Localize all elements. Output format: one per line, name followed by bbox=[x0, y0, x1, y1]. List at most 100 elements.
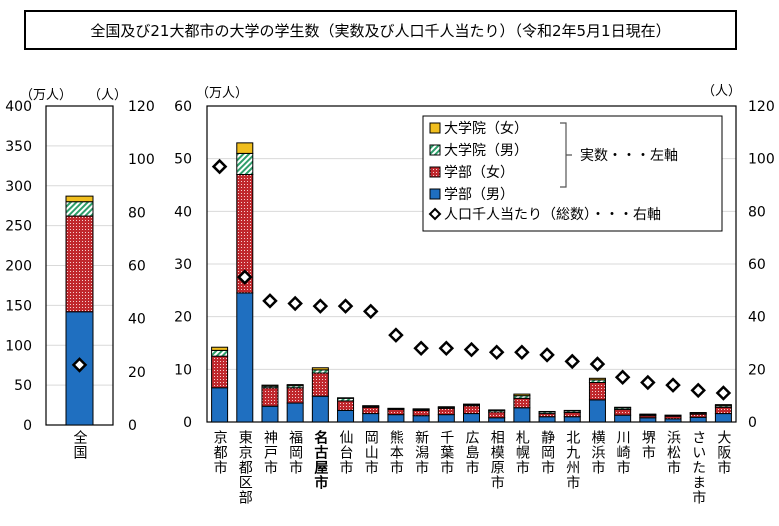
bar-segment bbox=[236, 142, 254, 154]
bar-segment bbox=[689, 416, 707, 423]
bar-segment bbox=[588, 377, 606, 381]
category-label: 新潟市 bbox=[413, 430, 430, 475]
bar-segment bbox=[437, 407, 455, 416]
bar-segment bbox=[437, 414, 455, 423]
bar-segment bbox=[286, 384, 304, 387]
category-label: 福岡市 bbox=[287, 430, 304, 475]
per-thousand-marker bbox=[287, 295, 303, 312]
bar-segment bbox=[362, 406, 380, 415]
bar-segment bbox=[311, 395, 329, 423]
bar-segment bbox=[311, 372, 329, 397]
category-label: 神戸市 bbox=[261, 430, 278, 475]
bar-segment bbox=[714, 406, 732, 415]
legend-box bbox=[422, 115, 723, 232]
bar-segment bbox=[261, 384, 279, 387]
left-axis-tick-label: 0 bbox=[23, 418, 32, 434]
category-label: 川崎市 bbox=[614, 430, 631, 475]
bar-segment bbox=[463, 403, 480, 406]
category-label: 大阪市 bbox=[715, 430, 732, 475]
legend-swatch bbox=[429, 144, 441, 156]
bar-segment bbox=[714, 413, 732, 423]
category-label: 岡山市 bbox=[362, 430, 379, 475]
bar-segment bbox=[538, 410, 556, 413]
left-axis-tick-label: 300 bbox=[5, 179, 32, 195]
per-thousand-marker bbox=[312, 298, 329, 314]
per-thousand-marker bbox=[488, 344, 505, 360]
per-thousand-marker bbox=[388, 327, 404, 343]
per-thousand-marker bbox=[564, 353, 581, 370]
legend-swatch bbox=[429, 188, 441, 200]
category-label: 静岡市 bbox=[539, 430, 556, 475]
bar-segment bbox=[488, 411, 506, 419]
legend-item-label: 学部（女） bbox=[444, 164, 514, 181]
bar-segment bbox=[563, 416, 581, 423]
category-label: さいたま市 bbox=[690, 430, 707, 505]
right-axis-tick-label: 20 bbox=[748, 362, 766, 378]
bar-segment bbox=[463, 413, 480, 423]
left-axis-tick-label: 50 bbox=[14, 378, 32, 394]
category-label: 相模原市 bbox=[488, 430, 505, 490]
per-thousand-marker bbox=[640, 374, 656, 391]
per-thousand-marker bbox=[438, 340, 455, 357]
bar-segment bbox=[588, 399, 606, 423]
right-axis-tick-label: 60 bbox=[748, 257, 766, 273]
category-label: 堺市 bbox=[639, 430, 656, 460]
left-axis-tick-label: 100 bbox=[5, 338, 32, 354]
legend-diamond-icon bbox=[428, 207, 442, 221]
right-axis-unit: （人） bbox=[702, 84, 741, 99]
bar-segment bbox=[664, 414, 682, 417]
per-thousand-marker bbox=[211, 158, 228, 175]
bar-segment bbox=[639, 417, 657, 423]
right-axis-tick-label: 100 bbox=[128, 152, 155, 168]
bar-segment bbox=[563, 409, 581, 412]
right-axis-tick-label: 80 bbox=[748, 204, 766, 220]
left-axis-tick-label: 350 bbox=[5, 139, 32, 155]
bar-segment bbox=[463, 405, 480, 415]
bar-segment bbox=[714, 404, 732, 407]
right-axis-tick-label: 20 bbox=[128, 365, 146, 381]
bar-segment bbox=[286, 387, 304, 404]
bar-segment bbox=[211, 349, 229, 357]
bar-segment bbox=[513, 407, 531, 423]
bar-segment bbox=[362, 413, 380, 423]
left-axis-tick-label: 200 bbox=[5, 259, 32, 275]
left-axis-tick-label: 30 bbox=[174, 257, 192, 273]
category-label: 仙台市 bbox=[337, 430, 354, 475]
bar-segment bbox=[337, 400, 355, 411]
bar-segment bbox=[639, 413, 657, 416]
category-label: 京都市 bbox=[211, 430, 228, 475]
legend-swatch bbox=[429, 122, 441, 134]
bar-segment bbox=[614, 406, 632, 409]
left-axis-tick-label: 60 bbox=[174, 99, 192, 115]
bar-segment bbox=[513, 397, 531, 409]
bar-segment bbox=[588, 382, 606, 401]
bar-segment bbox=[236, 292, 254, 423]
right-axis-tick-label: 120 bbox=[128, 99, 155, 115]
left-axis-tick-label: 10 bbox=[174, 362, 192, 378]
per-thousand-marker bbox=[337, 298, 354, 314]
bar-segment bbox=[211, 355, 229, 389]
bar-segment bbox=[261, 405, 279, 423]
bar-segment bbox=[311, 367, 329, 371]
category-label: 横浜市 bbox=[589, 430, 606, 475]
right-axis-tick-label: 0 bbox=[128, 418, 137, 434]
category-label: 東京都区部 bbox=[236, 430, 253, 505]
category-label: 千葉市 bbox=[438, 430, 455, 475]
per-thousand-marker bbox=[690, 382, 706, 399]
per-thousand-marker bbox=[463, 341, 480, 358]
right-axis-unit: （人） bbox=[88, 88, 127, 103]
bar-segment bbox=[211, 346, 229, 351]
left-axis-tick-label: 50 bbox=[174, 152, 192, 168]
category-label: 熊本市 bbox=[387, 430, 404, 475]
legend-item-label: 大学院（男） bbox=[444, 143, 528, 159]
per-thousand-marker bbox=[262, 293, 278, 309]
left-axis-tick-label: 250 bbox=[5, 219, 32, 235]
category-label: 浜松市 bbox=[665, 430, 682, 475]
right-axis-tick-label: 60 bbox=[128, 259, 146, 275]
per-thousand-marker bbox=[362, 303, 379, 320]
legend-item-label: 人口千人当たり（総数）・・・右軸 bbox=[444, 207, 661, 223]
bar-segment bbox=[65, 201, 94, 217]
bar-segment bbox=[513, 393, 531, 397]
bar-segment bbox=[286, 402, 304, 423]
